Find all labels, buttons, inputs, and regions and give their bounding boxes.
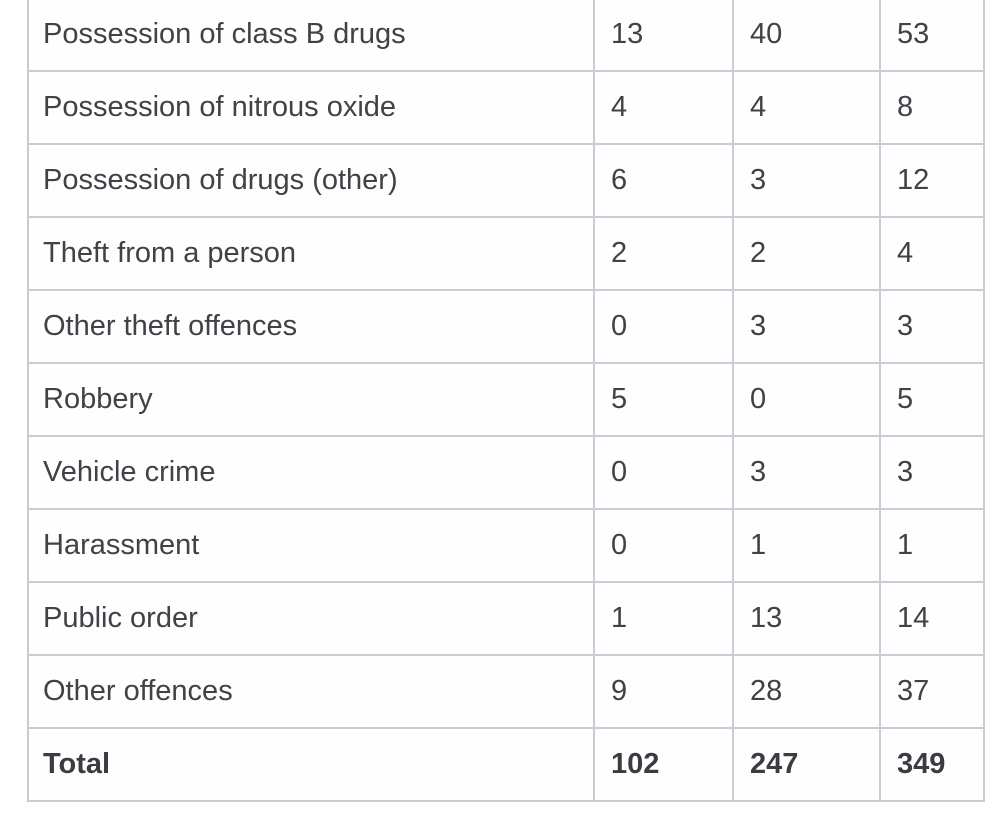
offence-counts-table: Possession of class B drugs 13 40 53 Pos… — [27, 0, 985, 802]
count-cell-2: 13 — [732, 581, 881, 656]
count-cell-2: 247 — [732, 727, 881, 802]
count-cell-1: 9 — [593, 654, 734, 729]
count-cell-2: 28 — [732, 654, 881, 729]
table-row: Robbery 5 0 5 — [27, 362, 985, 437]
count-cell-2: 4 — [732, 70, 881, 145]
table-row: Possession of drugs (other) 6 3 12 — [27, 143, 985, 218]
offence-label-cell: Harassment — [27, 508, 595, 583]
count-cell-2: 1 — [732, 508, 881, 583]
count-cell-1: 13 — [593, 0, 734, 72]
offence-label-cell: Possession of class B drugs — [27, 0, 595, 72]
count-cell-3: 1 — [879, 508, 985, 583]
count-cell-1: 0 — [593, 289, 734, 364]
count-cell-1: 4 — [593, 70, 734, 145]
table-row: Public order 1 13 14 — [27, 581, 985, 656]
table-row: Vehicle crime 0 3 3 — [27, 435, 985, 510]
table-row: Total 102 247 349 — [27, 727, 985, 802]
count-cell-3: 349 — [879, 727, 985, 802]
count-cell-3: 12 — [879, 143, 985, 218]
count-cell-2: 3 — [732, 435, 881, 510]
count-cell-1: 5 — [593, 362, 734, 437]
offence-table-body: Possession of class B drugs 13 40 53 Pos… — [27, 0, 985, 802]
offence-label-cell: Total — [27, 727, 595, 802]
count-cell-1: 0 — [593, 435, 734, 510]
table-row: Other offences 9 28 37 — [27, 654, 985, 729]
count-cell-3: 3 — [879, 435, 985, 510]
table-row: Theft from a person 2 2 4 — [27, 216, 985, 291]
offence-label-cell: Theft from a person — [27, 216, 595, 291]
count-cell-3: 8 — [879, 70, 985, 145]
count-cell-3: 5 — [879, 362, 985, 437]
count-cell-3: 37 — [879, 654, 985, 729]
offence-label-cell: Vehicle crime — [27, 435, 595, 510]
offence-label-cell: Other offences — [27, 654, 595, 729]
count-cell-3: 4 — [879, 216, 985, 291]
offence-label-cell: Possession of drugs (other) — [27, 143, 595, 218]
count-cell-3: 53 — [879, 0, 985, 72]
count-cell-1: 1 — [593, 581, 734, 656]
count-cell-3: 3 — [879, 289, 985, 364]
count-cell-2: 3 — [732, 143, 881, 218]
offence-label-cell: Public order — [27, 581, 595, 656]
count-cell-2: 2 — [732, 216, 881, 291]
count-cell-1: 102 — [593, 727, 734, 802]
offence-label-cell: Robbery — [27, 362, 595, 437]
count-cell-1: 2 — [593, 216, 734, 291]
count-cell-1: 0 — [593, 508, 734, 583]
table-row: Possession of nitrous oxide 4 4 8 — [27, 70, 985, 145]
table-row: Other theft offences 0 3 3 — [27, 289, 985, 364]
count-cell-2: 40 — [732, 0, 881, 72]
count-cell-2: 0 — [732, 362, 881, 437]
table-row: Harassment 0 1 1 — [27, 508, 985, 583]
count-cell-3: 14 — [879, 581, 985, 656]
count-cell-2: 3 — [732, 289, 881, 364]
table-row: Possession of class B drugs 13 40 53 — [27, 0, 985, 72]
offence-label-cell: Possession of nitrous oxide — [27, 70, 595, 145]
offence-label-cell: Other theft offences — [27, 289, 595, 364]
count-cell-1: 6 — [593, 143, 734, 218]
